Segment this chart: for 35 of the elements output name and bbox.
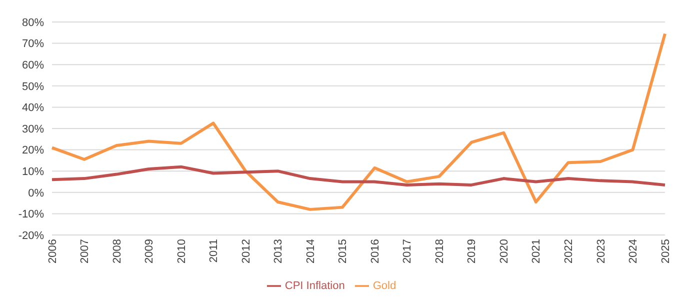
x-tick-label: 2015 bbox=[337, 239, 350, 264]
y-tick-label: 30% bbox=[22, 123, 44, 136]
x-tick-label: 2017 bbox=[402, 239, 414, 264]
line-series bbox=[50, 32, 666, 211]
x-tick-label: 2022 bbox=[563, 239, 576, 264]
x-tick-label: 2016 bbox=[369, 239, 382, 264]
y-tick-label: 0% bbox=[28, 187, 44, 200]
x-tick-label: 2013 bbox=[272, 239, 285, 264]
y-tick-label: 70% bbox=[22, 38, 44, 50]
y-tick-label: -10% bbox=[18, 208, 44, 221]
y-tick-label: 80% bbox=[22, 16, 44, 29]
y-tick-label: 40% bbox=[22, 102, 44, 114]
x-tick-label: 2012 bbox=[240, 239, 252, 264]
y-tick-label: 60% bbox=[22, 60, 44, 72]
x-tick-label: 2011 bbox=[208, 239, 220, 263]
x-tick-label: 2020 bbox=[498, 239, 510, 264]
y-tick-label: -20% bbox=[18, 230, 44, 242]
x-tick-label: 2018 bbox=[434, 239, 446, 264]
x-tick-label: 2006 bbox=[46, 239, 59, 264]
y-tick-label: 10% bbox=[22, 166, 44, 178]
x-tick-label: 2010 bbox=[176, 239, 188, 264]
x-tick-label: 2023 bbox=[595, 239, 608, 264]
x-tick-label: 2014 bbox=[304, 239, 317, 264]
x-tick-label: 2021 bbox=[530, 239, 543, 264]
x-tick-label: 2008 bbox=[111, 239, 124, 264]
x-tick-label: 2009 bbox=[144, 239, 156, 264]
legend-label: Gold bbox=[372, 280, 396, 292]
legend-label: CPI Inflation bbox=[284, 280, 345, 292]
y-tick-label: 50% bbox=[22, 80, 44, 93]
x-tick-label: 2019 bbox=[466, 239, 478, 264]
y-tick-label: 20% bbox=[22, 144, 44, 157]
line-series bbox=[50, 165, 666, 186]
x-tick-label: 2024 bbox=[628, 239, 640, 264]
x-tick-label: 2025 bbox=[660, 239, 672, 264]
x-tick-label: 2007 bbox=[79, 239, 92, 264]
